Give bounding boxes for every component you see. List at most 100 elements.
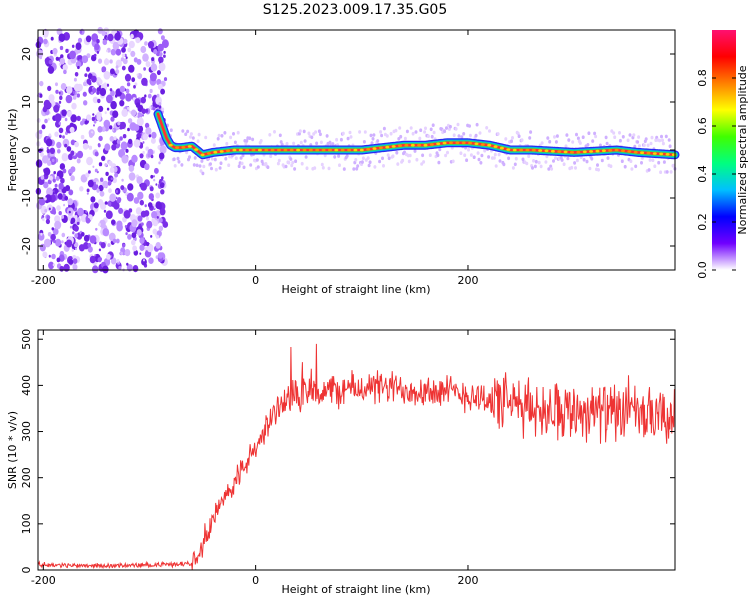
noise-blob <box>118 207 124 214</box>
noise-blob <box>74 72 79 77</box>
chart-title: S125.2023.009.17.35.G05 <box>263 2 448 18</box>
ridge-halo <box>596 163 599 167</box>
ridge-halo <box>161 107 165 112</box>
noise-blob <box>86 66 90 72</box>
ridge-halo <box>408 153 412 158</box>
noise-blob <box>140 45 147 54</box>
noise-blob <box>85 210 88 214</box>
noise-blob <box>103 119 111 128</box>
noise-blob <box>112 110 119 118</box>
ridge-halo <box>225 141 229 146</box>
noise-blob <box>49 147 56 154</box>
ridge-peak <box>531 148 536 152</box>
ridge-halo <box>349 135 353 139</box>
noise-blob <box>84 73 88 77</box>
ridge-halo <box>662 160 666 164</box>
ridge-halo <box>251 137 255 142</box>
noise-blob <box>136 229 142 236</box>
noise-blob <box>55 89 59 94</box>
noise-blob <box>110 116 115 122</box>
ridge-halo <box>460 135 464 139</box>
noise-blob <box>147 153 151 158</box>
ridge-halo <box>210 157 214 161</box>
noise-blob <box>158 217 163 223</box>
ridge-peak <box>589 150 594 153</box>
noise-blob <box>92 265 99 274</box>
noise-blob <box>40 152 44 158</box>
ridge-peak <box>659 152 664 156</box>
noise-blob <box>122 134 127 139</box>
noise-blob <box>54 131 59 137</box>
noise-blob <box>109 136 115 142</box>
ridge-halo <box>657 160 661 165</box>
noise-blob <box>151 131 157 139</box>
ridge-halo <box>291 160 295 165</box>
noise-blob <box>43 181 49 189</box>
noise-blob <box>92 113 95 116</box>
noise-blob <box>88 145 93 150</box>
ridge-peak <box>232 148 237 152</box>
noise-blob <box>44 197 47 201</box>
noise-blob <box>85 35 92 43</box>
colorbar-ticks: 0.0 0.2 0.4 0.6 0.8 <box>696 69 736 279</box>
noise-blob <box>151 211 158 219</box>
spectrogram-y-tick-label: 20 <box>20 47 33 61</box>
noise-blob <box>62 135 65 139</box>
noise-blob <box>47 179 52 185</box>
noise-blob <box>93 124 95 127</box>
noise-blob <box>71 102 77 110</box>
noise-blob <box>97 58 103 64</box>
noise-blob <box>119 136 123 141</box>
noise-blob <box>131 219 138 228</box>
noise-blob <box>117 121 121 126</box>
noise-blob <box>118 266 122 270</box>
ridge-halo <box>640 161 643 165</box>
noise-blob <box>127 118 133 124</box>
ridge-halo <box>570 165 574 170</box>
ridge-halo <box>539 164 543 169</box>
ridge-halo <box>487 155 491 159</box>
noise-blob <box>43 168 47 173</box>
noise-blob <box>72 90 76 95</box>
ridge-halo <box>537 160 541 165</box>
ridge-halo <box>560 158 564 162</box>
ridge-halo <box>613 135 617 139</box>
ridge-halo <box>256 165 260 169</box>
noise-blob <box>139 74 143 77</box>
ridge-halo <box>431 123 435 127</box>
ridge-peak <box>175 146 180 149</box>
noise-blob <box>62 64 68 71</box>
ridge-peak <box>366 148 371 151</box>
noise-blob <box>46 215 51 220</box>
ridge-peak <box>499 146 504 150</box>
noise-blob <box>136 73 139 77</box>
ridge-halo <box>333 155 337 159</box>
ridge-halo <box>169 128 173 132</box>
ridge-peak <box>289 148 294 152</box>
noise-blob <box>102 39 108 46</box>
noise-blob <box>104 163 108 167</box>
noise-blob <box>73 83 81 92</box>
noise-blob <box>97 143 101 148</box>
ridge-peak <box>226 149 230 152</box>
ridge-halo <box>210 166 213 171</box>
ridge-halo <box>382 126 386 131</box>
ridge-peak <box>646 151 651 155</box>
ridge-halo <box>448 124 452 129</box>
ridge-halo <box>562 162 566 166</box>
noise-blob <box>46 146 49 150</box>
noise-blob <box>42 251 48 258</box>
noise-blob <box>139 244 145 251</box>
noise-blob <box>159 179 162 182</box>
noise-blob <box>74 141 79 148</box>
spectrogram-y-tick-label: 0 <box>20 147 33 154</box>
ridge-halo <box>413 149 417 153</box>
snr-series-line <box>37 343 675 570</box>
noise-blob <box>148 257 154 265</box>
ridge-halo <box>320 162 324 167</box>
noise-blob <box>115 190 119 193</box>
ridge-halo <box>582 158 586 162</box>
ridge-halo <box>547 167 551 171</box>
ridge-halo <box>511 136 514 140</box>
noise-blob <box>61 232 66 238</box>
